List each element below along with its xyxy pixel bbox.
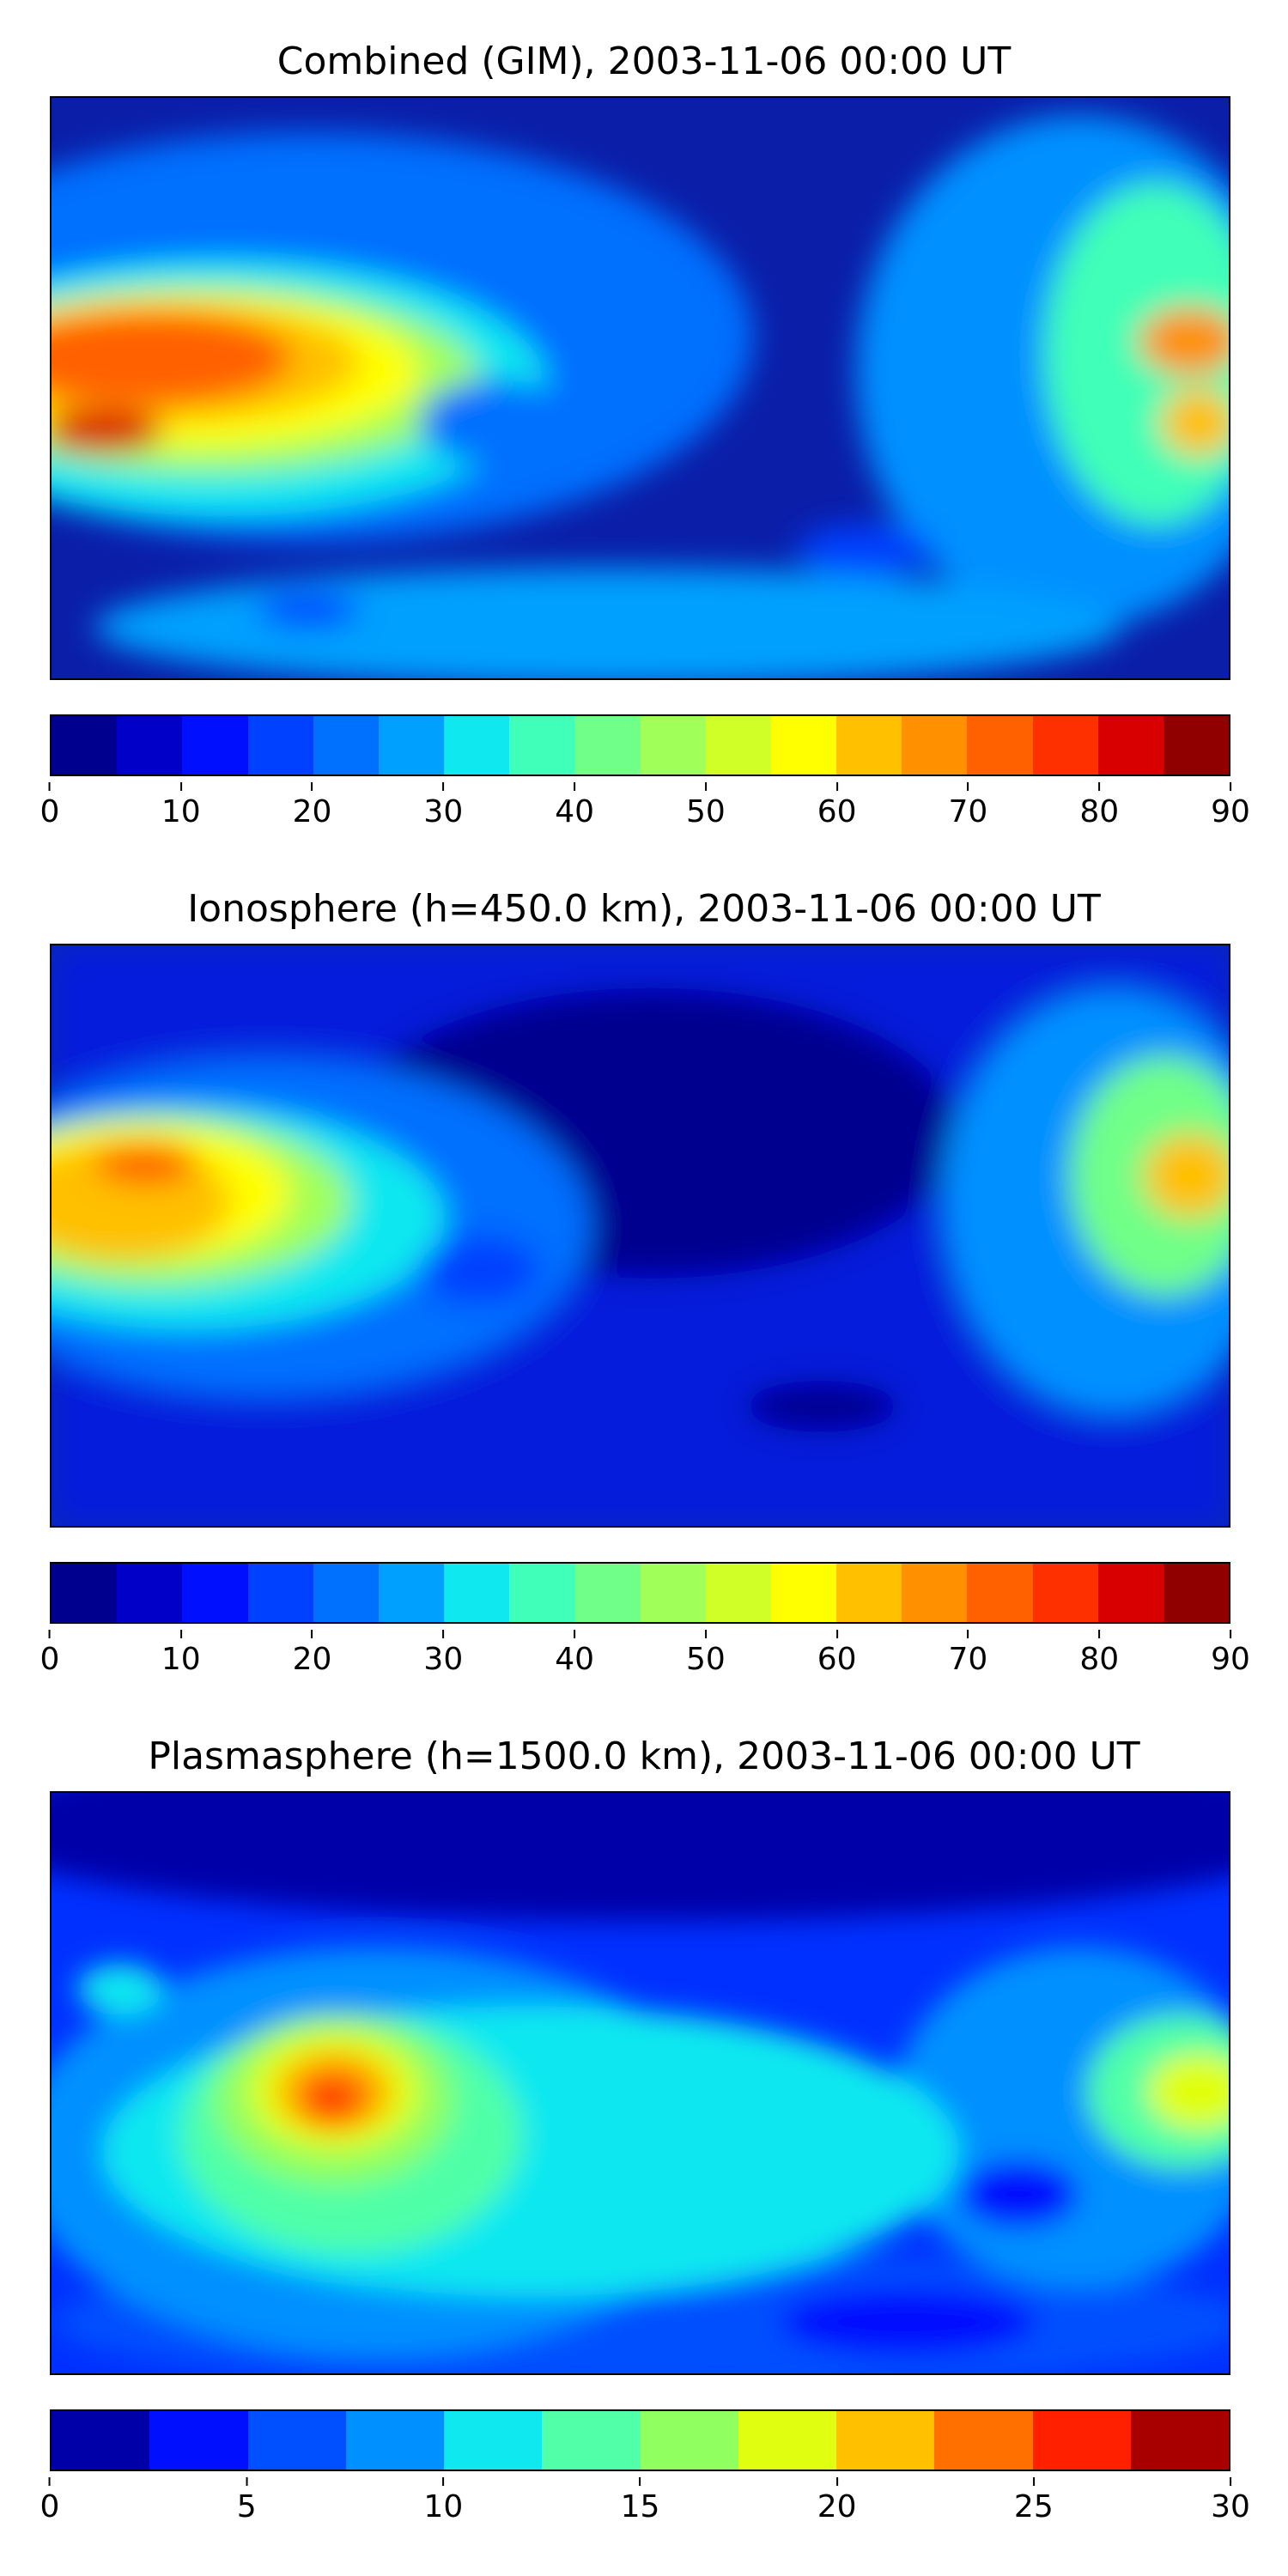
colorbar-tick-label: 40 [555,794,595,829]
panel-title-combined: Combined (GIM), 2003-11-06 00:00 UT [276,39,1012,83]
colorbar-tick-label: 60 [817,794,857,829]
colorbar-tick-label: 0 [39,794,60,829]
colorbar-ticks-plasmasphere: 0 5 10 15 20 25 30 [40,2489,1250,2541]
colorbar-segment [444,2411,543,2470]
panel-title-plasmasphere: Plasmasphere (h=1500.0 km), 2003-11-06 0… [148,1735,1140,1778]
colorbar-ticks-combined: 0 10 20 30 40 50 60 70 80 90 [40,794,1250,846]
colorbar-tick-label: 10 [423,2489,464,2524]
colorbar-segment [182,1564,248,1622]
colorbar-tick-label: 70 [948,1642,988,1677]
colorbar-segment [313,716,379,775]
colorbar-combined [50,714,1230,776]
colorbar-segment [509,1564,575,1622]
colorbar-segment [247,1564,313,1622]
colorbar-segment [1130,2411,1229,2470]
colorbar-ionosphere [50,1562,1230,1624]
map-ionosphere [50,944,1230,1528]
colorbar-tick-label: 30 [423,794,464,829]
colorbar-tick-label: 50 [685,794,726,829]
colorbar-segment [640,716,706,775]
colorbar-segment [182,716,248,775]
colorbar-segment [705,716,771,775]
colorbar-segment [902,716,968,775]
colorbar-segment [574,1564,641,1622]
colorbar-tick-label: 0 [39,1642,60,1677]
colorbar-ticks-ionosphere: 0 10 20 30 40 50 60 70 80 90 [40,1642,1250,1693]
colorbar-segment [1097,1564,1163,1622]
colorbar-tick-label: 60 [817,1642,857,1677]
colorbar-segment [52,1564,118,1622]
colorbar-tick-label: 15 [620,2489,660,2524]
colorbar-segment [1163,716,1229,775]
map-combined [50,96,1230,680]
colorbar-segment [345,2411,444,2470]
colorbar-plasmasphere [50,2409,1230,2471]
colorbar-segment [509,716,575,775]
colorbar-segment [836,716,902,775]
colorbar-tick-label: 25 [1013,2489,1054,2524]
colorbar-tick-label: 20 [292,1642,332,1677]
colorbar-segment [378,1564,445,1622]
colorbar-segment [149,2411,248,2470]
colorbar-tick-label: 80 [1079,794,1120,829]
colorbar-tick-label: 90 [1211,794,1250,829]
colorbar-segment [1032,716,1098,775]
colorbar-segment [52,2411,150,2470]
colorbar-segment [1032,2411,1131,2470]
colorbar-segment [640,2411,738,2470]
colorbar-tick-label: 10 [161,794,201,829]
panel-title-ionosphere: Ionosphere (h=450.0 km), 2003-11-06 00:0… [187,887,1101,931]
colorbar-tick-label: 50 [685,1642,726,1677]
colorbar-segment [444,716,510,775]
colorbar-tick-label: 70 [948,794,988,829]
colorbar-tick-label: 40 [555,1642,595,1677]
map-plasmasphere [50,1791,1230,2375]
colorbar-segment [1097,716,1163,775]
colorbar-segment [1032,1564,1098,1622]
colorbar-segment [574,716,641,775]
colorbar-segment [117,1564,183,1622]
colorbar-segment [836,2411,935,2470]
colorbar-tick-label: 80 [1079,1642,1120,1677]
colorbar-segment [902,1564,968,1622]
colorbar-tick-label: 0 [39,2489,60,2524]
colorbar-tick-label: 10 [161,1642,201,1677]
colorbar-segment [52,716,118,775]
colorbar-tick-label: 5 [236,2489,257,2524]
colorbar-tick-label: 20 [817,2489,857,2524]
colorbar-segment [967,716,1033,775]
colorbar-segment [313,1564,379,1622]
colorbar-segment [378,716,445,775]
colorbar-segment [770,716,837,775]
colorbar-segment [738,2411,836,2470]
colorbar-tick-label: 20 [292,794,332,829]
colorbar-segment [247,716,313,775]
colorbar-segment [247,2411,346,2470]
colorbar-segment [640,1564,706,1622]
colorbar-segment [1163,1564,1229,1622]
colorbar-segment [967,1564,1033,1622]
colorbar-segment [444,1564,510,1622]
colorbar-segment [542,2411,641,2470]
colorbar-segment [705,1564,771,1622]
colorbar-tick-label: 30 [1211,2489,1250,2524]
colorbar-segment [117,716,183,775]
colorbar-segment [836,1564,902,1622]
colorbar-segment [770,1564,837,1622]
colorbar-segment [934,2411,1033,2470]
colorbar-tick-label: 90 [1211,1642,1250,1677]
colorbar-tick-label: 30 [423,1642,464,1677]
